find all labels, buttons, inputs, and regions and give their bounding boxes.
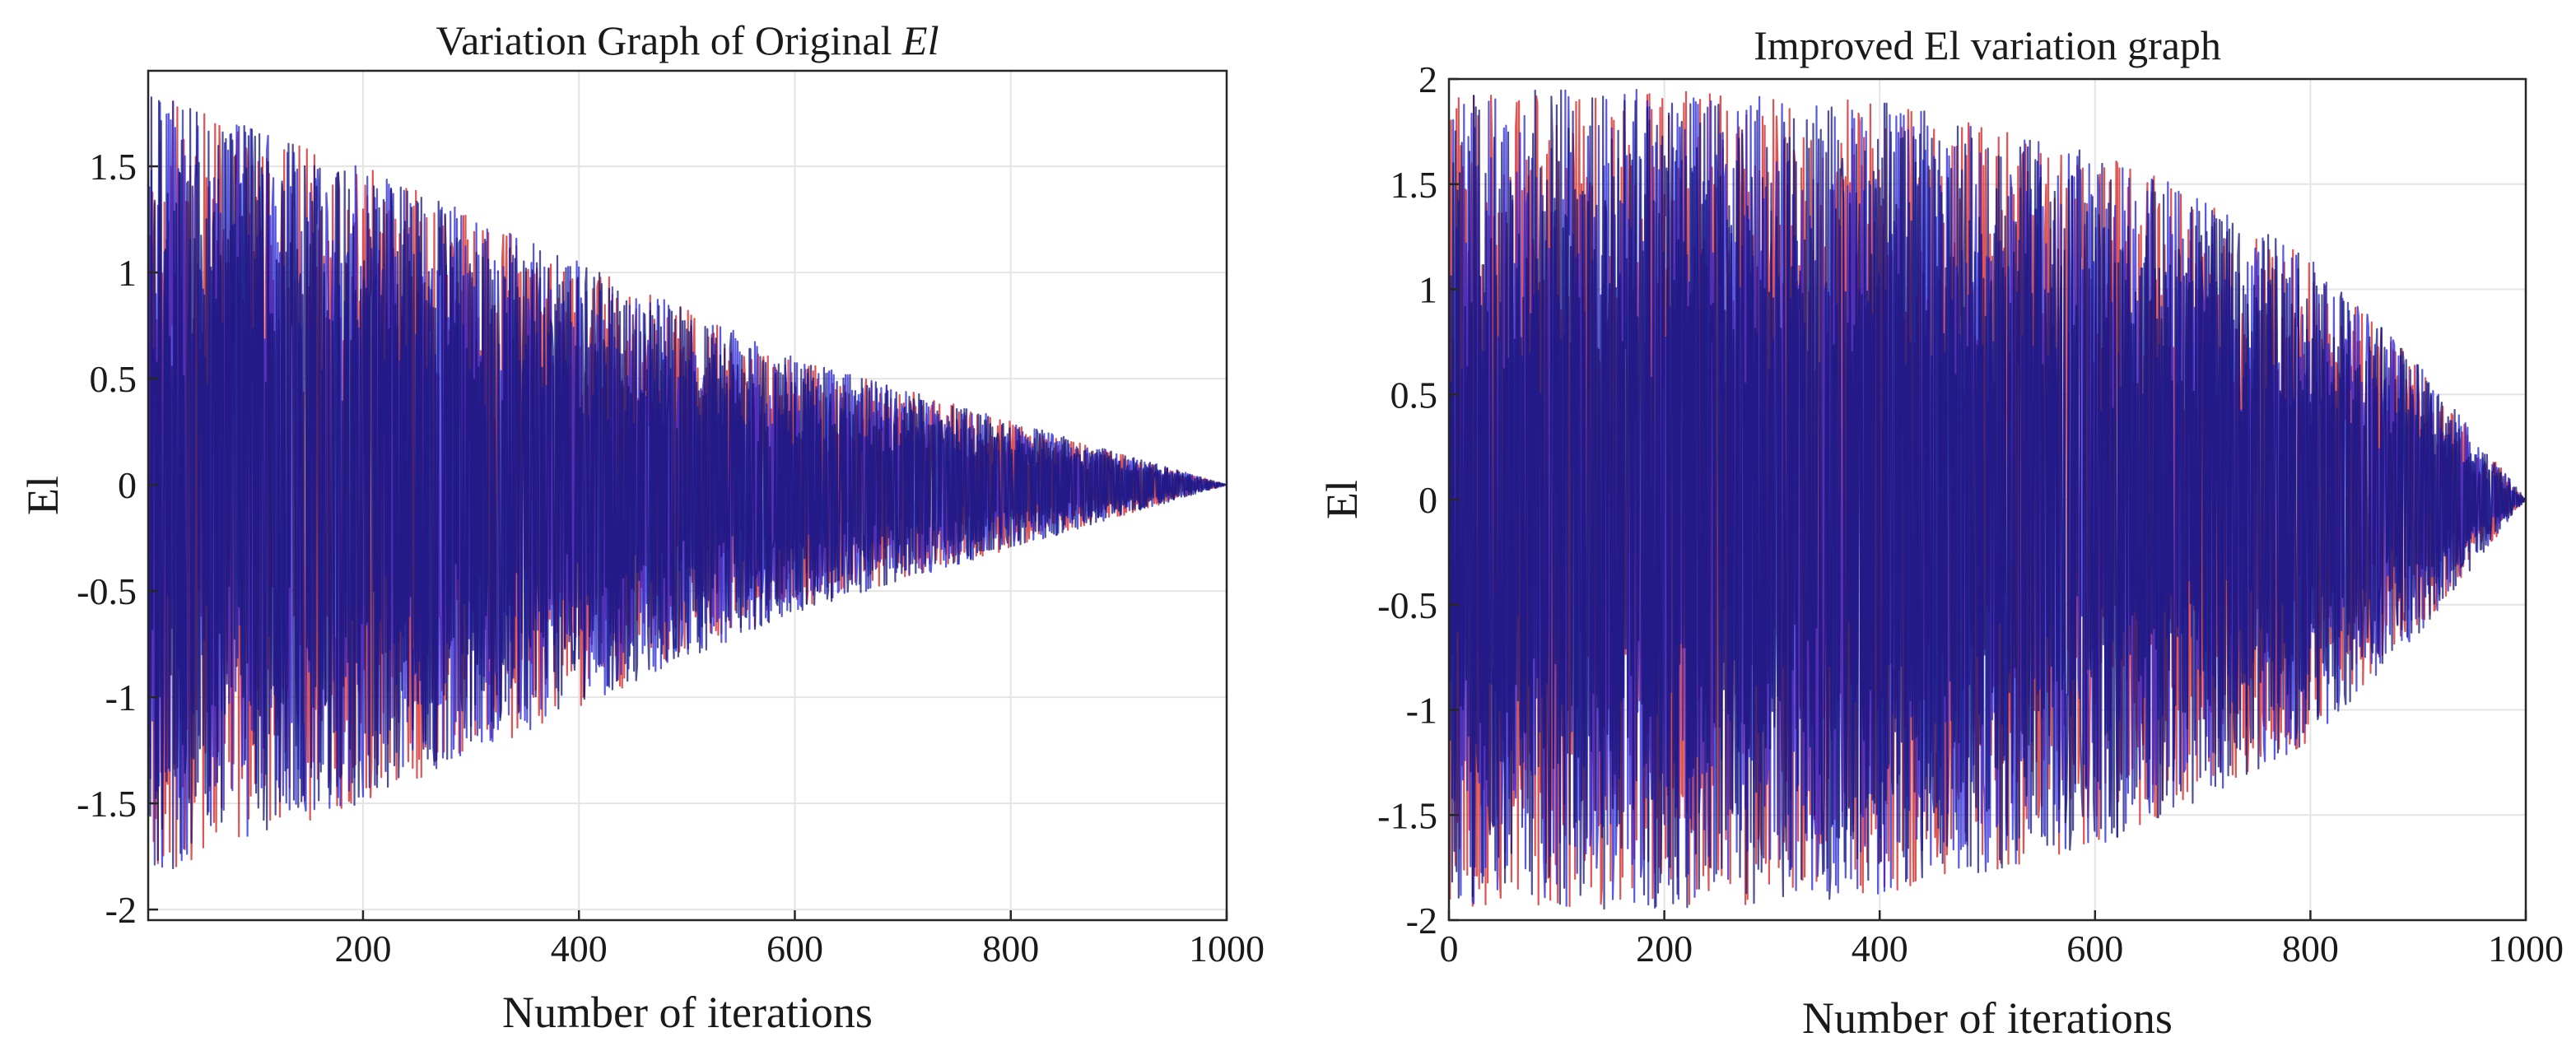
chart-original-title-math: El [901,17,939,63]
chart-original-ticks: 200 400 600 800 1000 1.5 1 0.5 0 -0.5 -1 -1.5 -2 [77,146,1265,970]
y-tick-label: 2 [1418,58,1437,100]
y-tick-label: -1.5 [1377,794,1437,836]
y-tick-label: -1 [1406,690,1437,732]
x-tick-label: 1000 [2488,928,2564,970]
chart-improved-ticks: 0 200 400 600 800 1000 2 1.5 1 0.5 0 -0.5 -1 -1.5 -2 [1377,58,2564,970]
y-tick-label: 1 [1418,269,1437,311]
chart-improved-x-label: Number of iterations [1802,993,2173,1043]
x-tick-label: 200 [334,928,391,970]
y-tick-label: 0 [118,464,137,506]
chart-original-series-group [148,96,1227,870]
chart-improved-series-group [1449,89,2526,910]
y-tick-label: 1.5 [90,146,137,188]
x-tick-label: 400 [551,928,608,970]
chart-original-y-label: El [18,476,68,515]
x-tick-label: 800 [2282,928,2339,970]
x-tick-label: 0 [1440,928,1459,970]
x-tick-label: 400 [1852,928,1908,970]
y-tick-label: 1.5 [1390,164,1438,206]
y-tick-label: -2 [1406,900,1437,942]
y-tick-label: 1 [118,252,137,294]
y-tick-label: -1.5 [77,783,137,825]
y-tick-label: 0.5 [90,358,137,400]
chart-original-el: 200 400 600 800 1000 1.5 1 0.5 0 -0.5 -1 -1.5 -2 Var… [18,17,1265,1037]
chart-original-title: Variation Graph of Original El [436,17,939,63]
chart-original-title-text: Variation Graph of Original [436,17,903,63]
x-tick-label: 200 [1636,928,1693,970]
y-tick-label: 0 [1418,479,1437,521]
y-tick-label: -0.5 [1377,584,1437,626]
y-tick-label: -2 [105,889,137,931]
chart-original-axes-box [147,69,1228,922]
chart-original-x-label: Number of iterations [502,988,873,1037]
chart-improved-y-label: El [1317,480,1367,519]
y-tick-label: 0.5 [1390,374,1438,416]
chart-improved-title: Improved El variation graph [1754,22,2221,68]
x-tick-label: 600 [766,928,823,970]
x-tick-label: 1000 [1189,928,1265,970]
series-line-3 [148,96,1227,870]
y-tick-label: -1 [105,677,137,718]
series-line-3 [1449,89,2526,910]
x-tick-label: 800 [982,928,1039,970]
x-tick-label: 600 [2066,928,2123,970]
y-tick-label: -0.5 [77,570,137,612]
chart-improved-el: 0 200 400 600 800 1000 2 1.5 1 0.5 0 -0.5 -1 -1.5 -2 I… [1317,22,2564,1043]
chart-improved-title-text: Improved El variation graph [1754,22,2221,68]
